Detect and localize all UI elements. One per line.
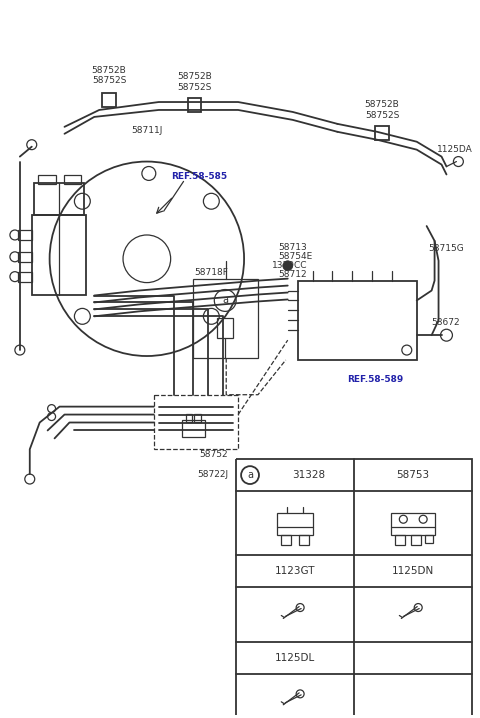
Bar [425, 535, 433, 543]
Bar [188, 98, 202, 112]
Text: 58753: 58753 [396, 470, 430, 480]
Text: 1123GT: 1123GT [275, 567, 315, 577]
Bar [186, 414, 192, 421]
Text: 1125DA: 1125DA [437, 145, 472, 154]
Text: 58672: 58672 [432, 318, 460, 327]
Bar [18, 230, 32, 240]
Text: REF.58-585: REF.58-585 [171, 172, 227, 181]
Text: 58715G: 58715G [429, 244, 464, 253]
Bar [38, 175, 56, 185]
Bar [32, 215, 86, 294]
Text: 58711J: 58711J [131, 126, 163, 135]
Text: 58752B
58752S: 58752B 58752S [92, 65, 127, 85]
Bar [181, 419, 205, 437]
Bar [63, 175, 81, 185]
Text: 1125DN: 1125DN [392, 567, 434, 577]
Bar [391, 513, 435, 535]
Text: 1125DL: 1125DL [275, 653, 315, 663]
Bar [102, 93, 116, 107]
Bar [194, 414, 202, 421]
Bar [277, 513, 313, 535]
Bar [281, 535, 291, 545]
Text: 58752: 58752 [199, 449, 228, 459]
Text: a: a [222, 296, 228, 305]
Text: 58754E: 58754E [278, 252, 312, 261]
Text: REF.58-589: REF.58-589 [347, 376, 404, 384]
Text: a: a [247, 470, 253, 480]
Text: 58752B
58752S: 58752B 58752S [365, 101, 399, 120]
Bar [18, 271, 32, 281]
Bar [18, 252, 32, 262]
Text: 58712: 58712 [278, 270, 306, 279]
Text: 58718F: 58718F [194, 269, 228, 277]
Circle shape [283, 261, 293, 271]
Bar [411, 535, 421, 545]
Bar [193, 279, 258, 358]
Text: 1339CC: 1339CC [272, 261, 307, 270]
Bar [299, 535, 309, 545]
Bar [298, 281, 417, 360]
Text: 58722J: 58722J [198, 470, 229, 479]
Text: 31328: 31328 [292, 470, 325, 480]
Bar [154, 395, 238, 449]
Bar [34, 183, 84, 215]
Text: 58713: 58713 [278, 243, 307, 252]
Bar [236, 460, 472, 718]
Bar [375, 126, 389, 140]
Text: 58752B
58752S: 58752B 58752S [177, 73, 212, 92]
Bar [217, 318, 233, 338]
Bar [396, 535, 405, 545]
